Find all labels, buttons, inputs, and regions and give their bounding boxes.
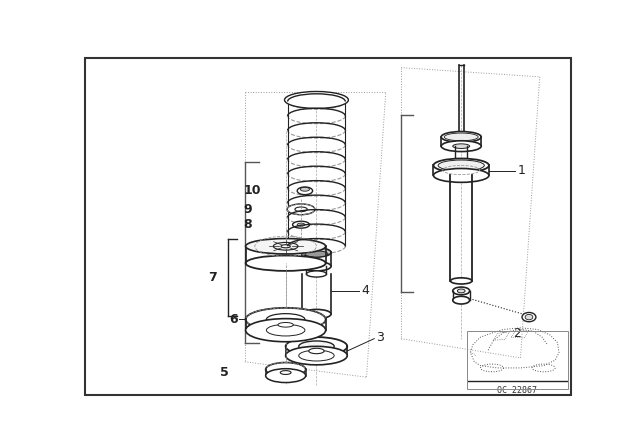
Ellipse shape [273,242,298,250]
Ellipse shape [522,313,536,322]
Ellipse shape [532,364,555,372]
Text: 4: 4 [361,284,369,297]
Ellipse shape [433,159,489,172]
Text: 10: 10 [243,184,261,197]
Ellipse shape [302,248,331,257]
Ellipse shape [300,187,310,191]
Ellipse shape [305,251,328,257]
Ellipse shape [451,278,472,284]
Ellipse shape [444,133,478,141]
Ellipse shape [266,314,305,325]
Ellipse shape [433,168,489,182]
Ellipse shape [285,337,348,356]
Ellipse shape [452,287,470,295]
Text: 2: 2 [513,327,520,340]
Text: 1: 1 [517,164,525,177]
Text: 9: 9 [243,203,252,216]
Ellipse shape [441,132,481,142]
Ellipse shape [438,160,484,171]
Ellipse shape [308,348,324,353]
Text: 6: 6 [229,313,238,326]
Ellipse shape [246,308,326,331]
Ellipse shape [278,323,293,327]
Ellipse shape [246,319,326,342]
Ellipse shape [287,204,315,215]
Ellipse shape [441,141,481,151]
Ellipse shape [302,262,331,271]
Text: 3: 3 [376,331,385,344]
Ellipse shape [295,207,307,211]
Ellipse shape [266,369,306,383]
Text: 7: 7 [209,271,217,284]
Ellipse shape [452,296,470,304]
Ellipse shape [280,370,291,375]
Text: 8: 8 [243,218,252,231]
Ellipse shape [266,362,306,376]
Ellipse shape [246,238,326,254]
Ellipse shape [307,271,326,277]
Ellipse shape [297,223,305,226]
Bar [467,331,568,389]
Ellipse shape [281,245,291,248]
Ellipse shape [285,346,348,365]
Ellipse shape [525,314,533,320]
Text: 5: 5 [220,366,229,379]
Ellipse shape [452,144,470,148]
Text: OC 22867: OC 22867 [497,386,538,396]
Ellipse shape [481,364,504,372]
Ellipse shape [285,91,348,108]
Ellipse shape [302,310,331,319]
Ellipse shape [297,187,312,195]
Ellipse shape [299,341,334,352]
Ellipse shape [246,255,326,271]
Ellipse shape [458,289,465,293]
Ellipse shape [292,221,310,228]
